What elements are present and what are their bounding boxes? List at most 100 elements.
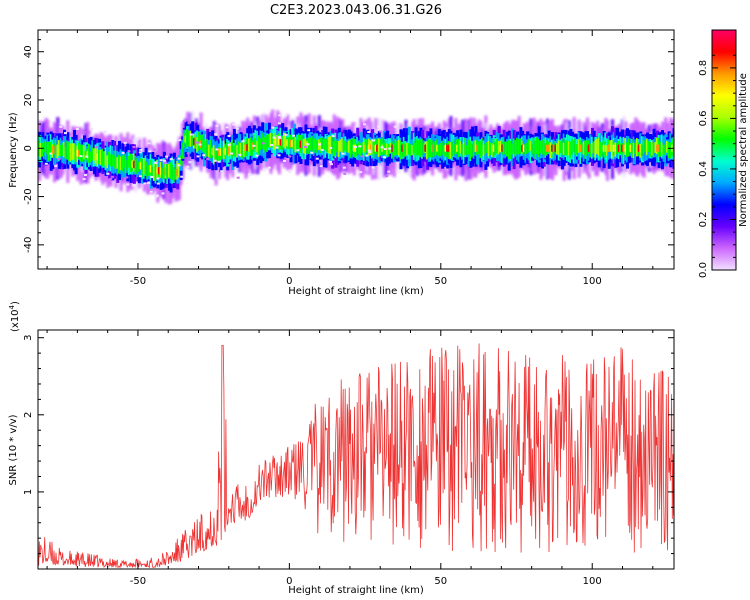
heatmap-cell <box>331 137 335 154</box>
heatmap-cell <box>147 142 151 145</box>
heatmap-cell <box>536 137 539 155</box>
heatmap-cell <box>549 142 553 159</box>
heatmap-cell <box>507 140 511 159</box>
heatmap-cell <box>222 140 226 160</box>
heatmap-cell <box>119 156 123 171</box>
spectrogram-x-axis: -50 0 50 100 <box>46 30 654 287</box>
heatmap-cell <box>397 139 401 156</box>
heatmap-cell <box>271 133 275 147</box>
heatmap-cell <box>591 143 594 154</box>
heatmap-cell <box>154 161 158 164</box>
heatmap-cell <box>151 166 155 177</box>
heatmap-cell <box>514 140 518 157</box>
heatmap-cell <box>382 156 386 159</box>
heatmap-cell <box>452 139 456 156</box>
heatmap-cell <box>142 158 146 175</box>
heatmap-cell <box>111 154 115 167</box>
heatmap-cell <box>161 167 165 179</box>
heatmap-cell <box>113 155 116 169</box>
heatmap-cell <box>277 135 281 138</box>
heatmap-cell <box>143 182 147 185</box>
heatmap-cell <box>611 139 614 159</box>
heatmap-cell <box>589 143 593 157</box>
heatmap-cell <box>466 144 470 156</box>
heatmap-cell <box>351 137 355 155</box>
snr-multiplier-exponent: 4 <box>8 304 16 309</box>
heatmap-cell <box>412 140 416 154</box>
heatmap-cell <box>324 138 328 151</box>
heatmap-cell <box>277 154 281 157</box>
heatmap-cell <box>577 139 581 153</box>
heatmap-cell <box>341 138 345 154</box>
heatmap-cell <box>180 175 184 178</box>
heatmap-cell <box>411 144 415 156</box>
heatmap-cell <box>664 144 668 155</box>
heatmap-cell <box>559 141 563 153</box>
heatmap-cell <box>464 137 468 155</box>
heatmap-cell <box>215 124 219 127</box>
heatmap-cell <box>79 155 83 158</box>
heatmap-cell <box>121 152 125 154</box>
heatmap-cell <box>422 143 426 154</box>
heatmap-cell <box>196 137 200 152</box>
heatmap-cell <box>147 181 151 184</box>
heatmap-cell <box>341 152 345 155</box>
heatmap-cell <box>385 175 389 178</box>
heatmap-cell <box>269 132 273 148</box>
heatmap-cell <box>90 127 94 130</box>
heatmap-cell <box>321 137 325 151</box>
heatmap-cell <box>506 141 510 157</box>
heatmap-cell <box>384 140 388 156</box>
heatmap-cell <box>544 143 548 157</box>
heatmap-cell <box>138 137 141 140</box>
heatmap-cell <box>239 142 243 157</box>
heatmap-cell <box>601 142 604 157</box>
heatmap-cell <box>162 163 166 180</box>
heatmap-cell <box>214 148 218 162</box>
heatmap-cell <box>88 144 91 163</box>
heatmap-cell <box>441 141 445 155</box>
heatmap-cell <box>581 143 584 154</box>
x-tick-label: 0 <box>286 276 292 287</box>
heatmap-cell <box>58 140 61 156</box>
y-tick-label: -40 <box>23 237 34 253</box>
heatmap-cell <box>49 141 53 155</box>
heatmap-cell <box>81 144 85 162</box>
heatmap-cell <box>148 150 152 153</box>
heatmap-cell <box>564 139 568 156</box>
heatmap-cell <box>98 149 101 164</box>
heatmap-cell <box>189 133 193 136</box>
snr-multiplier-close: ) <box>10 301 21 305</box>
heatmap-cell <box>85 155 89 158</box>
heatmap-cell <box>396 140 400 155</box>
heatmap-cell <box>232 123 236 126</box>
heatmap-cell <box>166 163 170 180</box>
heatmap-cell <box>509 141 513 159</box>
heatmap-cell <box>186 129 190 147</box>
heatmap-cell <box>49 152 53 155</box>
heatmap-cell <box>179 155 183 166</box>
heatmap-cell <box>481 138 485 156</box>
x-tick-label: 100 <box>583 576 602 587</box>
heatmap-cell <box>511 143 515 155</box>
heatmap-cell <box>569 141 573 158</box>
heatmap-cell <box>353 146 357 148</box>
heatmap-cell <box>358 145 362 148</box>
heatmap-cell <box>278 137 282 140</box>
heatmap-cell <box>406 142 410 156</box>
heatmap-cell <box>182 120 186 123</box>
heatmap-cell <box>294 137 298 153</box>
heatmap-cell <box>552 143 556 158</box>
heatmap-cell <box>272 136 276 139</box>
heatmap-cell <box>404 143 408 156</box>
heatmap-cell <box>561 138 564 156</box>
heatmap-cell <box>474 140 478 152</box>
x-tick-label: 100 <box>583 276 602 287</box>
heatmap-cell <box>147 164 151 176</box>
heatmap-cell <box>46 142 50 155</box>
heatmap-cell <box>426 141 430 160</box>
heatmap-cell <box>399 140 403 160</box>
heatmap-cell <box>489 142 493 155</box>
heatmap-cell <box>226 142 230 156</box>
heatmap-cell <box>270 144 274 146</box>
